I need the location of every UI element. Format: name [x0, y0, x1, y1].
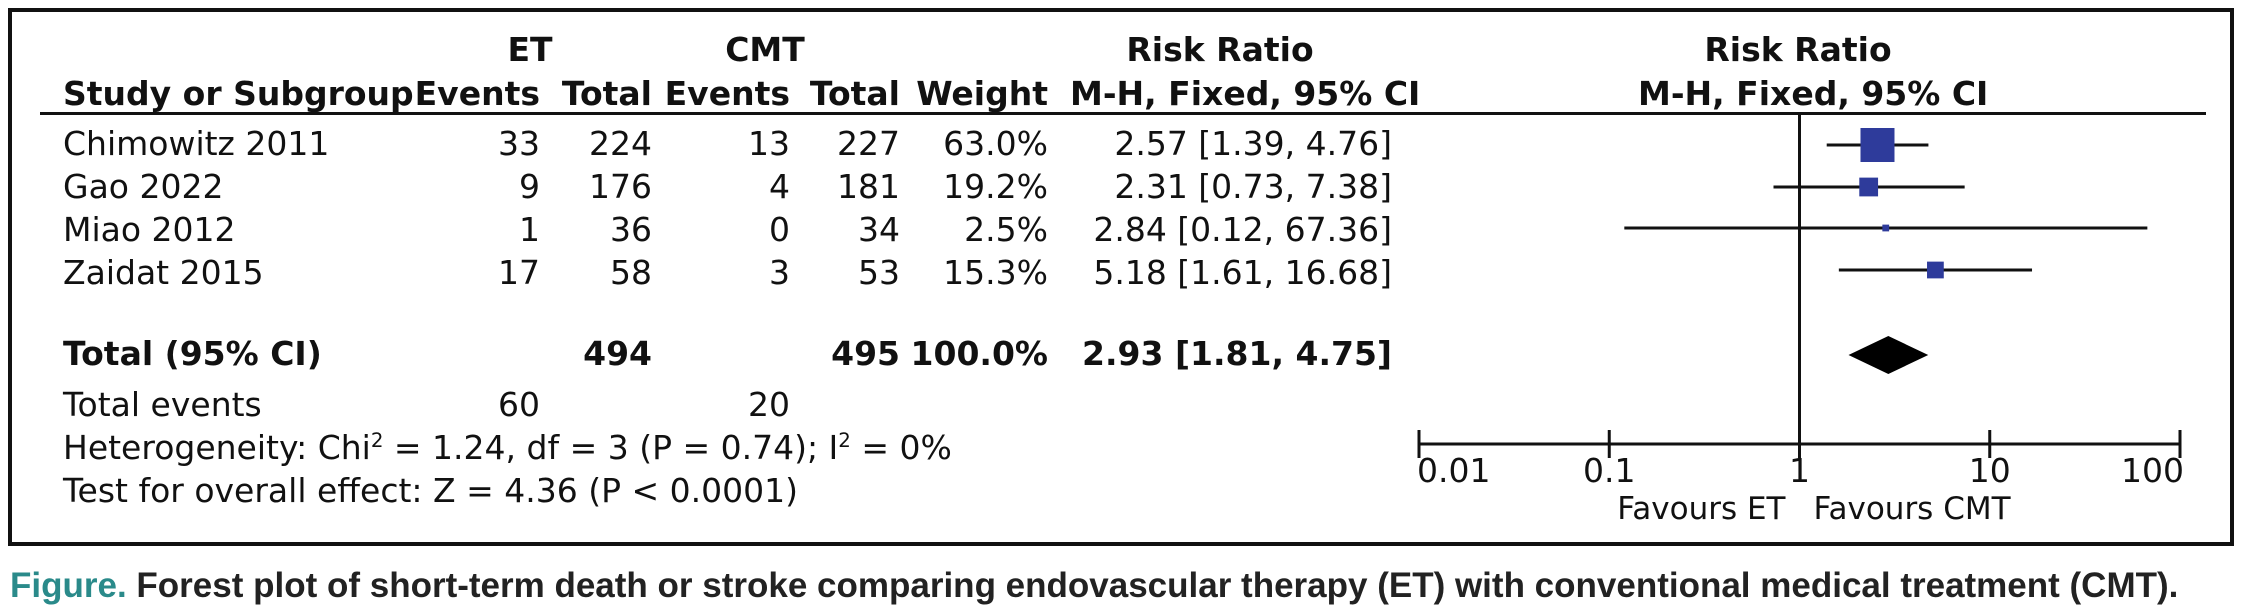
x-tick-label: 0.01	[1417, 451, 1490, 490]
header-group-cmt: CMT	[725, 30, 805, 69]
figure-caption: Figure. Forest plot of short-term death …	[10, 566, 2178, 606]
risk-ratio-ci: 2.84 [0.12, 67.36]	[1093, 210, 1392, 249]
risk-ratio-ci: 2.31 [0.73, 7.38]	[1114, 167, 1392, 206]
et-events: 33	[498, 124, 540, 163]
favours-et-label: Favours ET	[1617, 491, 1786, 527]
study-name: Zaidat 2015	[63, 253, 264, 292]
header-risk-ratio: Risk Ratio	[1126, 30, 1314, 69]
cmt-total: 34	[858, 210, 900, 249]
header-plot-method: M-H, Fixed, 95% CI	[1638, 74, 1989, 113]
header-rule	[40, 112, 2206, 115]
weight: 2.5%	[964, 210, 1048, 249]
cmt-events: 3	[769, 253, 790, 292]
x-tick-label: 1	[1789, 451, 1810, 490]
caption-text: Forest plot of short-term death or strok…	[126, 566, 2179, 605]
favours-cmt-label: Favours CMT	[1814, 491, 2012, 527]
forest-plot-frame	[8, 8, 2234, 546]
et-total: 224	[589, 124, 652, 163]
cmt-events: 4	[769, 167, 790, 206]
study-marker	[1859, 177, 1879, 197]
total-et: 494	[583, 334, 652, 373]
total-events-cmt: 20	[748, 385, 790, 424]
header-rr-method: M-H, Fixed, 95% CI	[1070, 74, 1421, 113]
et-total: 176	[589, 167, 652, 206]
header-et-events: Events	[414, 74, 540, 113]
total-cmt: 495	[831, 334, 900, 373]
study-marker	[1860, 128, 1895, 162]
study-name: Gao 2022	[63, 167, 224, 206]
study-marker	[1882, 224, 1890, 232]
weight: 15.3%	[943, 253, 1048, 292]
cmt-events: 13	[748, 124, 790, 163]
cmt-events: 0	[769, 210, 790, 249]
heterogeneity-text: Heterogeneity: Chi2 = 1.24, df = 3 (P = …	[63, 428, 952, 467]
et-events: 17	[498, 253, 540, 292]
total-events-et: 60	[498, 385, 540, 424]
et-total: 58	[610, 253, 652, 292]
risk-ratio-ci: 5.18 [1.61, 16.68]	[1093, 253, 1392, 292]
header-cmt-events: Events	[664, 74, 790, 113]
cmt-total: 181	[837, 167, 900, 206]
total-events-label: Total events	[63, 385, 262, 424]
header-weight: Weight	[916, 74, 1048, 113]
et-events: 9	[519, 167, 540, 206]
study-name: Chimowitz 2011	[63, 124, 330, 163]
et-total: 36	[610, 210, 652, 249]
header-group-et: ET	[507, 30, 553, 69]
pooled-diamond	[1848, 336, 1929, 374]
header-plot-title: Risk Ratio	[1704, 30, 1892, 69]
risk-ratio-ci: 2.57 [1.39, 4.76]	[1114, 124, 1392, 163]
study-name: Miao 2012	[63, 210, 236, 249]
total-label: Total (95% CI)	[63, 334, 322, 373]
header-study-column: Study or Subgroup	[63, 74, 414, 113]
x-tick-label: 10	[1969, 451, 2011, 490]
x-tick-label: 100	[2121, 451, 2184, 490]
weight: 19.2%	[943, 167, 1048, 206]
cmt-total: 53	[858, 253, 900, 292]
header-cmt-total: Total	[809, 74, 900, 113]
header-et-total: Total	[561, 74, 652, 113]
weight: 63.0%	[943, 124, 1048, 163]
overall-effect-text: Test for overall effect: Z = 4.36 (P < 0…	[63, 471, 798, 510]
et-events: 1	[519, 210, 540, 249]
cmt-total: 227	[837, 124, 900, 163]
x-tick-label: 0.1	[1583, 451, 1635, 490]
total-risk-ratio-ci: 2.93 [1.81, 4.75]	[1082, 334, 1392, 373]
total-weight: 100.0%	[910, 334, 1048, 373]
study-marker	[1927, 261, 1944, 279]
caption-label: Figure.	[10, 566, 127, 605]
